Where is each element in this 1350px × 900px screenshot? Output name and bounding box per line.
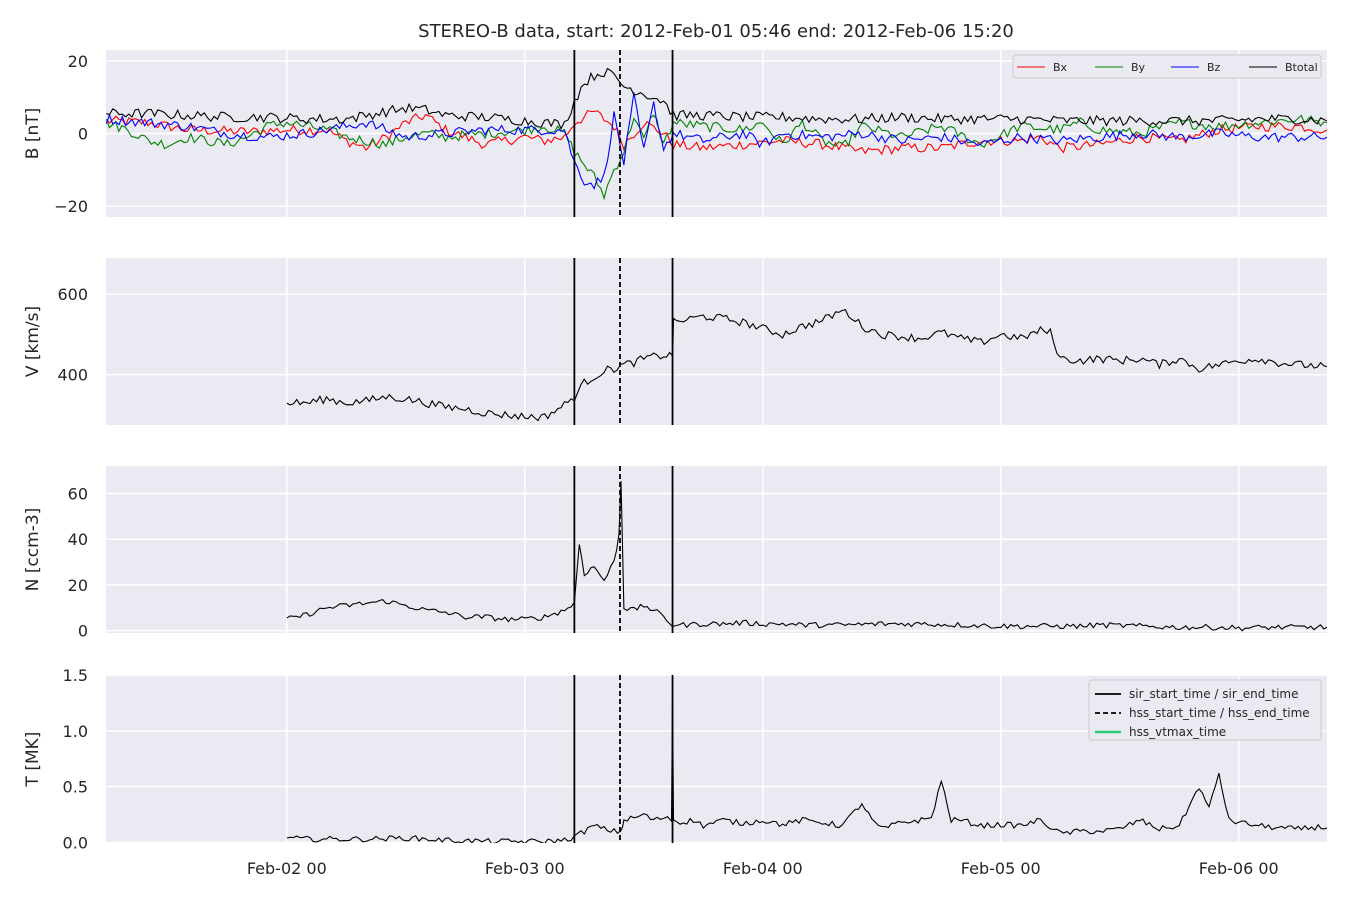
legend-label-bz: Bz xyxy=(1207,61,1221,74)
chart-title: STEREO-B data, start: 2012-Feb-01 05:46 … xyxy=(418,21,1014,42)
series-line-bz xyxy=(106,92,1327,190)
legend-label-bx: Bx xyxy=(1053,61,1068,74)
y-axis-label: N [ccm-3] xyxy=(23,508,43,592)
y-tick-label: 1.0 xyxy=(63,722,88,741)
panel-3: 0 20 40 60 N [ccm-3] xyxy=(23,466,1327,641)
plot-background xyxy=(106,466,1327,633)
y-tick-label: 400 xyxy=(57,366,88,385)
y-axis-label: B [nT] xyxy=(23,108,43,160)
legend-label-by: By xyxy=(1131,61,1146,74)
y-tick-label: 40 xyxy=(68,530,88,549)
x-tick-label: Feb-02 00 xyxy=(247,859,327,878)
series-line-btotal xyxy=(106,67,1327,131)
y-tick-label: 0 xyxy=(78,622,88,641)
y-tick-label: 600 xyxy=(57,285,88,304)
plot-background xyxy=(106,258,1327,425)
series-group xyxy=(106,67,1327,201)
x-tick-label: Feb-04 00 xyxy=(723,859,803,878)
panel-2: 400 600 V [km/s] xyxy=(23,258,1327,425)
y-tick-label: −20 xyxy=(54,197,88,216)
y-tick-label: 20 xyxy=(68,576,88,595)
legend-box xyxy=(1088,679,1322,741)
series-line-by xyxy=(106,114,1327,201)
legend-label: hss_vtmax_time xyxy=(1129,725,1226,739)
series-line-data xyxy=(286,697,1327,843)
y-axis-label: V [km/s] xyxy=(23,306,43,377)
y-tick-label: 60 xyxy=(68,484,88,503)
y-tick-label: 1.5 xyxy=(63,666,88,685)
panel-4: 0.0 0.5 1.0 1.5 T [MK] sir_start_time / sir_e… xyxy=(23,666,1327,878)
legend-label-btotal: Btotal xyxy=(1285,61,1318,74)
x-tick-label: Feb-05 00 xyxy=(961,859,1041,878)
series-line-bx xyxy=(106,109,1327,156)
series-line-data xyxy=(286,481,1327,632)
legend-label: hss_start_time / hss_end_time xyxy=(1129,706,1310,720)
series-group xyxy=(286,697,1327,843)
series-group xyxy=(286,308,1327,422)
y-tick-label: 0.0 xyxy=(63,833,88,852)
x-tick-label: Feb-03 00 xyxy=(485,859,565,878)
legend-box xyxy=(1012,54,1322,79)
panel-1: −20 0 20 B [nT] Bx By Bz Btotal xyxy=(23,50,1327,217)
y-tick-label: 0 xyxy=(78,125,88,144)
y-tick-label: 20 xyxy=(68,52,88,71)
series-line-data xyxy=(286,308,1327,422)
series-group xyxy=(286,481,1327,632)
y-axis-label: T [MK] xyxy=(23,732,43,788)
legend-label: sir_start_time / sir_end_time xyxy=(1129,687,1299,701)
x-tick-label: Feb-06 00 xyxy=(1199,859,1279,878)
y-tick-label: 0.5 xyxy=(63,778,88,797)
